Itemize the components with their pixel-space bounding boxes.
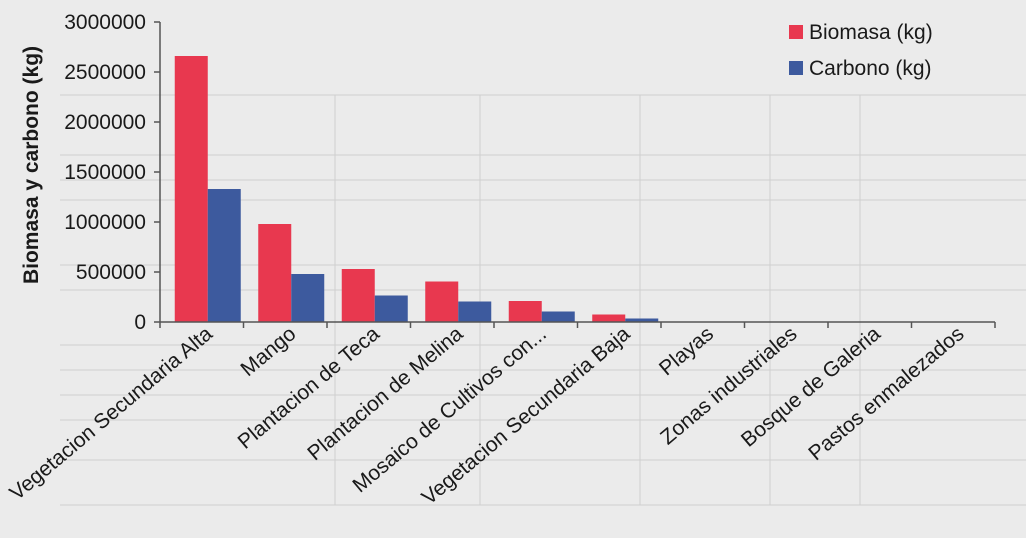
- bar-biomasa: [592, 314, 626, 322]
- bar-biomasa: [425, 281, 459, 322]
- legend-swatch: [789, 25, 803, 39]
- bar-carbono: [625, 318, 659, 322]
- y-tick-label: 1000000: [64, 211, 146, 234]
- legend-label: Biomasa (kg): [809, 21, 933, 44]
- bar-biomasa: [258, 224, 292, 322]
- legend: Biomasa (kg) Carbono (kg): [789, 21, 933, 80]
- y-tick-label: 1500000: [64, 161, 146, 184]
- bar-carbono: [374, 295, 408, 322]
- bar-carbono: [458, 301, 492, 322]
- x-category-label: Plantacion de Melina: [303, 322, 467, 465]
- x-category-label: Mango: [236, 322, 300, 381]
- x-category-label: Pastos enmalezados: [804, 322, 968, 465]
- x-axis: Vegetacion Secundaria Alta MangoPlantacio…: [5, 321, 996, 509]
- legend-swatch: [789, 61, 803, 75]
- y-axis: 0 500000 1000000 1500000 2000000 2500000 30000…: [64, 11, 161, 334]
- bar-biomasa: [341, 269, 375, 322]
- x-category-label: Bosque de Galeria: [737, 322, 885, 452]
- x-category-label: Zonas industriales: [656, 322, 801, 449]
- x-category-label: Playas: [655, 322, 718, 380]
- y-tick-label: 500000: [76, 261, 146, 284]
- bar-biomasa: [174, 56, 208, 322]
- bar-carbono: [207, 189, 241, 322]
- y-tick-label: 3000000: [64, 11, 146, 34]
- y-tick-label: 2000000: [64, 111, 146, 134]
- x-category-label: Vegetacion Secundaria Alta: [5, 322, 217, 505]
- y-axis-title: Biomasa y carbono (kg): [20, 46, 43, 284]
- legend-label: Carbono (kg): [809, 57, 932, 80]
- y-tick-label: 0: [134, 311, 146, 334]
- bar-biomasa: [508, 301, 542, 322]
- bar-carbono: [541, 311, 575, 322]
- y-tick-label: 2500000: [64, 61, 146, 84]
- bar-carbono: [291, 274, 325, 322]
- bars: [174, 56, 659, 322]
- x-category-label: Plantacion de Teca: [234, 322, 385, 454]
